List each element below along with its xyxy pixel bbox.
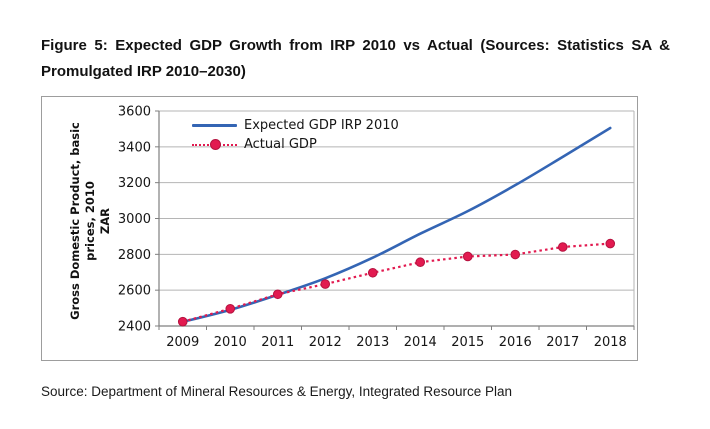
chart-frame: 2400 2600 2800 3000 3200 3400 3600 2009 2010 2011…: [41, 96, 638, 361]
x-tick-label: 2016: [499, 335, 532, 350]
legend-label-actual-gdp: Actual GDP: [244, 137, 317, 152]
y-tick-label: 2600: [118, 284, 151, 299]
x-tick-label: 2015: [451, 335, 484, 350]
chart-legend: Expected GDP IRP 2010 Actual GDP: [192, 116, 399, 154]
actual-gdp-marker: [225, 304, 236, 314]
expected-gdp-line-swatch: [192, 124, 237, 127]
y-tick-label: 2400: [118, 320, 151, 335]
chart-svg: 2400 2600 2800 3000 3200 3400 3600 2009 2010 2011…: [118, 105, 635, 350]
x-tick-label: 2014: [404, 335, 437, 350]
actual-gdp-marker: [320, 279, 331, 289]
expected-gdp-irp-2010-line: [181, 126, 612, 324]
y-tick-label: 3400: [118, 140, 151, 155]
actual-gdp-marker: [177, 316, 188, 327]
x-tick-label: 2010: [214, 335, 247, 350]
legend-item-expected-gdp: Expected GDP IRP 2010: [192, 116, 399, 135]
y-axis-title: Gross Domestic Product, basic prices, 20…: [68, 111, 112, 331]
y-axis-title-line1: Gross Domestic Product, basic prices, 20…: [68, 122, 97, 320]
y-tick-label: 3000: [118, 212, 151, 227]
actual-gdp-marker: [605, 238, 616, 249]
x-tick-label: 2009: [166, 335, 199, 350]
actual-gdp-marker: [415, 257, 426, 268]
actual-gdp-marker: [367, 267, 378, 278]
figure-caption: Figure 5: Expected GDP Growth from IRP 2…: [41, 33, 670, 84]
actual-gdp-marker-icon: [210, 139, 221, 150]
y-tick-label: 2800: [118, 248, 151, 263]
actual-gdp-marker: [557, 242, 568, 252]
y-tick-label: 3600: [118, 105, 151, 120]
figure-caption-line1: Figure 5: Expected GDP Growth from IRP 2…: [41, 37, 670, 54]
actual-gdp-marker: [462, 251, 473, 262]
actual-gdp-line: [182, 242, 611, 323]
y-tick-label: 3200: [118, 176, 151, 191]
actual-gdp-line-swatch: [192, 139, 237, 150]
x-tick-label: 2011: [261, 335, 294, 350]
x-tick-label: 2017: [546, 335, 579, 350]
x-tick-label: 2012: [309, 335, 342, 350]
y-axis-title-line2: ZAR: [98, 207, 112, 235]
legend-label-expected-gdp: Expected GDP IRP 2010: [244, 118, 399, 133]
source-note: Source: Department of Mineral Resources …: [41, 384, 512, 399]
figure-caption-line2: Promulgated IRP 2010–2030): [41, 62, 246, 80]
legend-item-actual-gdp: Actual GDP: [192, 135, 399, 154]
actual-gdp-marker: [510, 249, 521, 260]
x-tick-label: 2018: [594, 335, 627, 350]
actual-gdp-marker: [272, 289, 283, 300]
x-tick-label: 2013: [356, 335, 389, 350]
